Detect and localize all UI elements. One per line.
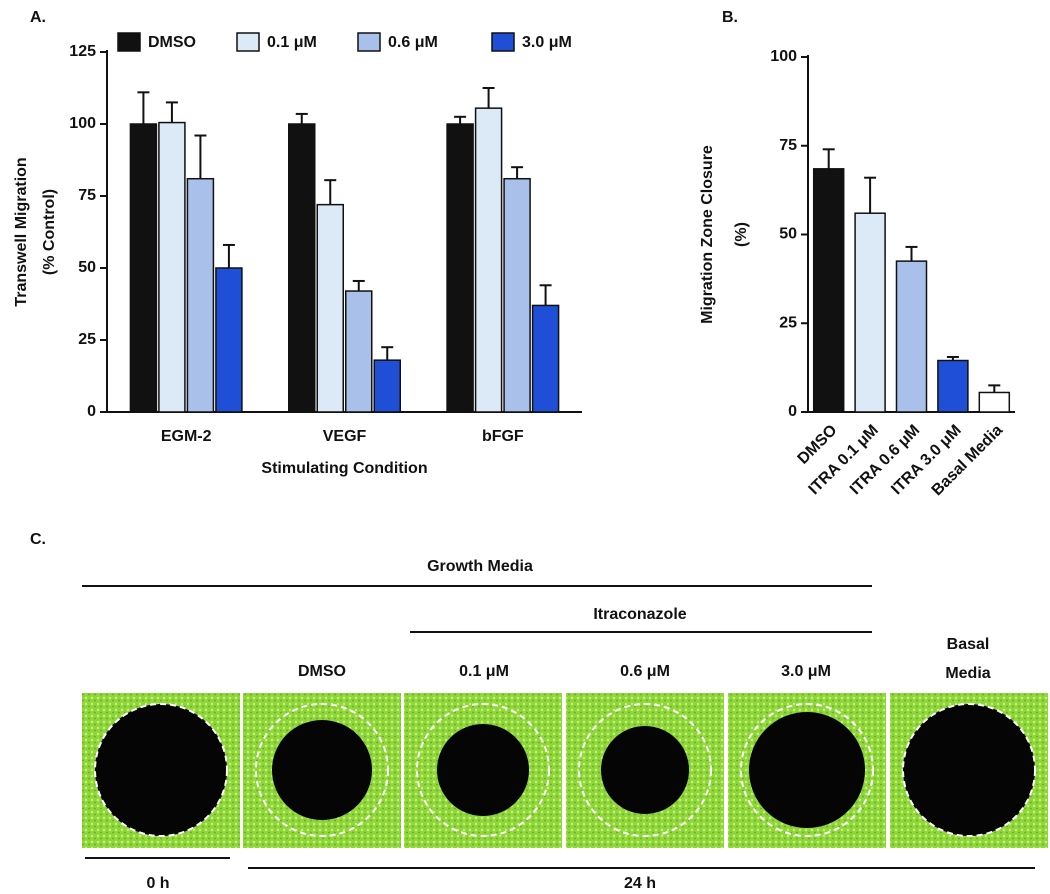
group-label: Itraconazole xyxy=(593,606,686,623)
legend-label: 3.0 μM xyxy=(522,34,572,51)
wound-zone xyxy=(749,712,865,828)
bar xyxy=(854,212,886,413)
legend-label: 0.1 μM xyxy=(267,34,317,51)
legend-swatch xyxy=(491,32,515,52)
legend-swatch xyxy=(236,32,260,52)
group-label: Growth Media xyxy=(427,558,533,575)
y-axis-label: (%) xyxy=(733,222,750,247)
panel-label: C. xyxy=(30,531,46,548)
x-tick-label: VEGF xyxy=(323,428,367,445)
y-tick-label: 100 xyxy=(69,115,96,132)
bar xyxy=(215,267,243,413)
wound-zone xyxy=(95,704,227,836)
legend-label: DMSO xyxy=(148,34,196,51)
panel-label: B. xyxy=(722,9,738,26)
panel-label: A. xyxy=(30,9,46,26)
y-tick-label: 25 xyxy=(78,331,96,348)
bar xyxy=(345,290,373,413)
y-tick-label: 50 xyxy=(779,226,797,243)
bar xyxy=(129,123,158,413)
bar xyxy=(373,359,401,413)
y-axis-label: Migration Zone Closure xyxy=(699,145,716,324)
bar xyxy=(288,123,316,413)
bar xyxy=(158,121,186,413)
wound-outline xyxy=(902,703,1036,837)
legend-swatch xyxy=(117,32,141,52)
bar xyxy=(503,177,531,413)
column-label: 0.1 μM xyxy=(459,663,509,680)
y-tick-label: 75 xyxy=(78,187,96,204)
y-tick-label: 50 xyxy=(78,259,96,276)
column-label: Basal xyxy=(947,636,990,653)
y-tick-label: 125 xyxy=(69,43,96,60)
wound-zone xyxy=(272,720,372,820)
y-tick-label: 0 xyxy=(788,403,797,420)
bar xyxy=(895,260,928,413)
wound-zone xyxy=(437,724,529,816)
column-label: DMSO xyxy=(298,663,346,680)
bar xyxy=(937,359,969,413)
wound-zone xyxy=(601,726,689,814)
time-label: 24 h xyxy=(624,875,656,892)
wound-outline xyxy=(578,703,712,837)
bar xyxy=(978,391,1011,413)
wound-outline xyxy=(416,703,550,837)
y-tick-label: 75 xyxy=(779,137,797,154)
y-tick-label: 100 xyxy=(770,48,797,65)
x-tick-label: bFGF xyxy=(482,428,524,445)
x-axis-label: Stimulating Condition xyxy=(261,460,427,477)
y-axis-label: (% Control) xyxy=(41,189,58,275)
bar xyxy=(531,304,560,413)
bar xyxy=(812,168,845,413)
wound-zone xyxy=(903,704,1035,836)
wound-outline xyxy=(94,703,228,837)
column-label: Media xyxy=(945,665,990,682)
column-label: 3.0 μM xyxy=(781,663,831,680)
y-tick-label: 0 xyxy=(87,403,96,420)
x-tick-label: EGM-2 xyxy=(161,428,212,445)
bar xyxy=(316,203,344,413)
column-label: 0.6 μM xyxy=(620,663,670,680)
bar xyxy=(446,123,474,413)
legend-swatch xyxy=(357,32,381,52)
bar xyxy=(474,107,503,413)
bar xyxy=(186,177,215,413)
wound-outline xyxy=(255,703,389,837)
wound-outline xyxy=(740,703,874,837)
y-tick-label: 25 xyxy=(779,314,797,331)
y-axis-label: Transwell Migration xyxy=(13,157,30,306)
legend-label: 0.6 μM xyxy=(388,34,438,51)
time-label: 0 h xyxy=(146,875,169,892)
image-row xyxy=(82,693,1048,848)
